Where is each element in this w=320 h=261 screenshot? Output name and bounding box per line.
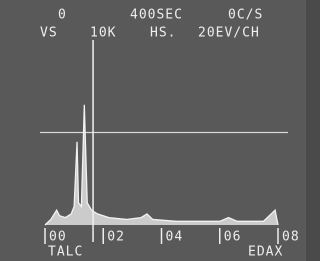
header-text: 10K (90, 26, 116, 41)
header-text: VS (40, 26, 58, 41)
chart: TALC EDAX 0 400SEC 0C/S VS 10K HS. 20EV/CH 00 02… (0, 0, 306, 261)
sample-label: TALC (48, 245, 83, 260)
header-text: 0C/S (228, 8, 263, 23)
x-tick-label: 00 (49, 230, 67, 245)
brand-label: EDAX (248, 245, 283, 260)
header-text: 0 (58, 8, 67, 23)
x-tick-label: 04 (166, 230, 184, 245)
header-text: 20EV/CH (198, 26, 260, 41)
x-tick-label: 02 (107, 230, 125, 245)
x-tick-label: 06 (224, 230, 242, 245)
x-tick-label: 08 (282, 230, 300, 245)
header-text: HS. (150, 26, 176, 41)
header-text: 400SEC (130, 8, 183, 23)
